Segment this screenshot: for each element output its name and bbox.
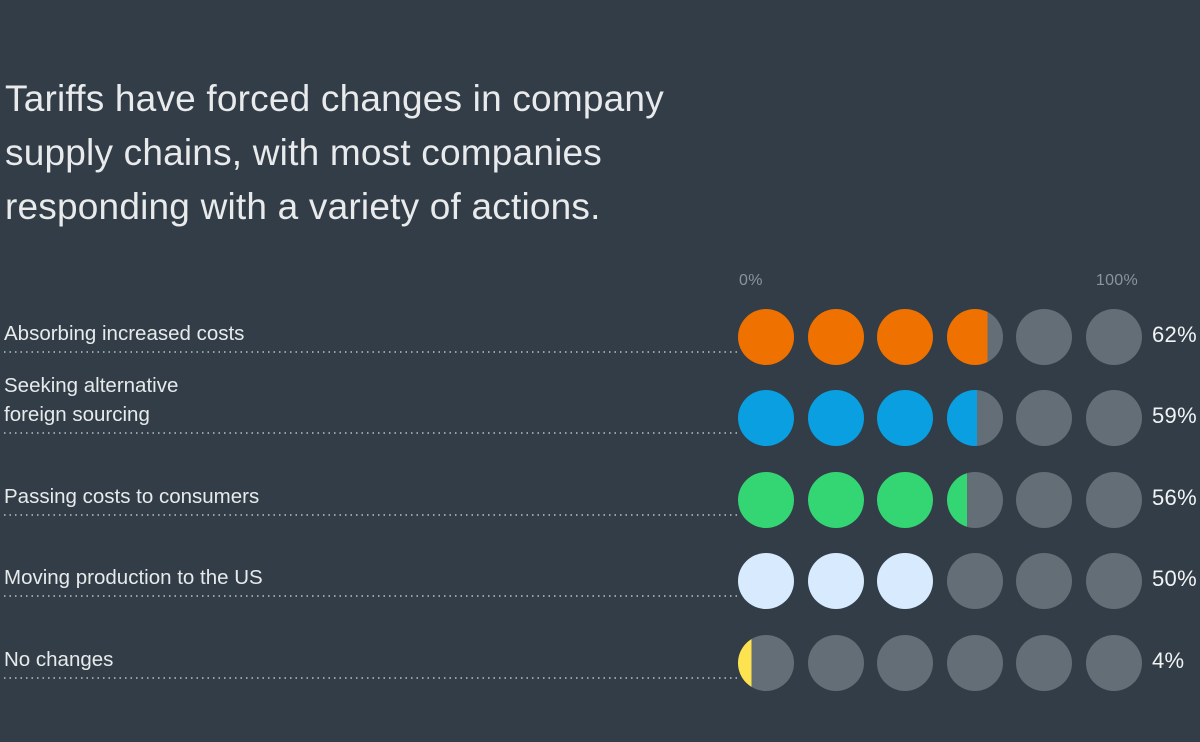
empty-dot-icon: [1085, 634, 1142, 691]
axis-label-max: 100%: [1095, 272, 1138, 289]
chart-row: No changes 4%: [0, 622, 1200, 704]
filled-dot-icon: [807, 471, 864, 528]
filled-dot-icon: [738, 309, 794, 365]
empty-dot-icon: [1016, 553, 1072, 610]
chart-row: Absorbing increased costs 62%: [0, 296, 1200, 378]
empty-dot-icon: [1016, 309, 1072, 365]
empty-dot-icon: [946, 553, 1003, 610]
filled-dot-icon: [738, 390, 794, 447]
empty-dot-icon: [1085, 309, 1142, 365]
empty-dot-icon: [1085, 390, 1142, 447]
chart-row: Passing costs to consumers 56%: [0, 459, 1200, 541]
empty-dot-icon: [1085, 553, 1142, 610]
filled-dot-icon: [946, 309, 1003, 365]
dot-track: [738, 309, 1142, 365]
leader-dotted-line: [4, 432, 737, 435]
axis-label-min: 0%: [739, 272, 763, 289]
filled-dot-icon: [807, 553, 864, 610]
chart-row: Moving production to the US 50%: [0, 540, 1200, 622]
dot-track: [738, 553, 1142, 610]
empty-dot-icon: [946, 634, 1003, 691]
chart-rows: Absorbing increased costs 62% Seeking alte…: [0, 296, 1200, 716]
row-value: 62%: [1152, 322, 1197, 347]
row-value: 56%: [1152, 484, 1197, 510]
empty-dot-icon: [1085, 471, 1142, 528]
leader-dotted-line: [4, 513, 737, 516]
empty-dot-icon: [1016, 634, 1072, 691]
empty-dot-icon: [1016, 390, 1072, 447]
leader-dotted-line: [4, 676, 737, 679]
leader-dotted-line: [4, 595, 737, 598]
row-value: 50%: [1152, 566, 1197, 592]
filled-dot-icon: [877, 309, 933, 365]
dot-track: [738, 634, 1142, 691]
row-label: Seeking alternative foreign sourcing: [4, 374, 179, 427]
chart-row: Seeking alternative foreign sourcing 59%: [0, 374, 1200, 459]
filled-dot-icon: [946, 471, 1003, 528]
filled-dot-icon: [877, 471, 933, 528]
filled-dot-icon: [738, 553, 794, 610]
filled-dot-icon: [738, 471, 794, 528]
row-value: 4%: [1152, 647, 1185, 673]
dot-track: [738, 390, 1142, 447]
row-label: Passing costs to consumers: [4, 484, 260, 508]
filled-dot-icon: [877, 390, 933, 447]
empty-dot-icon: [877, 634, 933, 691]
row-value: 59%: [1152, 403, 1197, 429]
row-label: No changes: [4, 647, 114, 671]
filled-dot-icon: [807, 390, 864, 447]
leader-dotted-line: [4, 351, 737, 353]
filled-dot-icon: [946, 390, 1003, 447]
dot-track: [738, 471, 1142, 528]
filled-dot-icon: [877, 553, 933, 610]
row-label: Absorbing increased costs: [4, 322, 245, 345]
row-label: Moving production to the US: [4, 566, 263, 590]
empty-dot-icon: [1016, 471, 1072, 528]
filled-dot-icon: [807, 309, 864, 365]
empty-dot-icon: [807, 634, 864, 691]
chart-title: Tariffs have forced changes in company s…: [5, 77, 664, 227]
filled-dot-icon: [738, 634, 794, 691]
